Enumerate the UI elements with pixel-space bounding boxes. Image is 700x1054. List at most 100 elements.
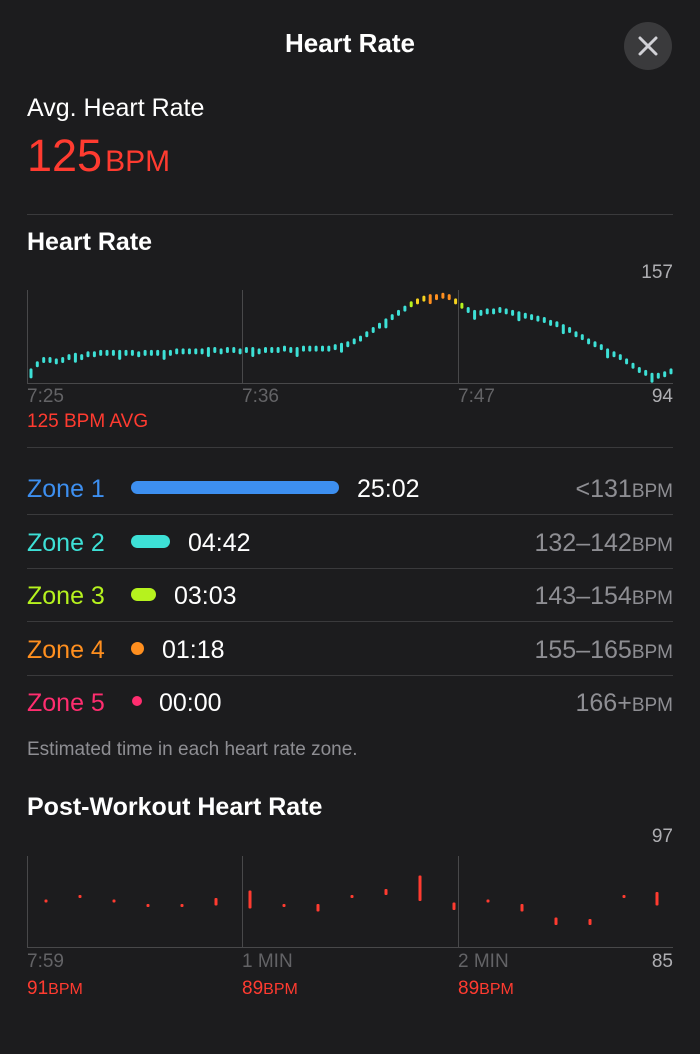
- post-workout-point: [452, 902, 456, 910]
- heart-rate-point: [416, 298, 419, 305]
- heart-rate-point: [422, 295, 426, 302]
- post-value-unit: BPM: [479, 981, 514, 998]
- zone-bar: [131, 588, 156, 602]
- post-value-unit: BPM: [48, 981, 83, 998]
- zone-range-unit: BPM: [631, 695, 673, 717]
- heart-rate-point: [663, 371, 667, 378]
- heart-rate-point: [130, 349, 134, 356]
- heart-rate-point: [48, 357, 52, 363]
- heart-rate-point: [352, 338, 356, 345]
- heart-rate-point: [511, 309, 515, 316]
- heart-rate-point: [54, 358, 58, 365]
- zone-range-value: 155–165: [534, 635, 632, 664]
- heart-rate-point: [264, 347, 267, 353]
- heart-rate-point: [650, 372, 654, 383]
- heart-rate-point: [42, 357, 46, 363]
- heart-rate-point: [555, 321, 559, 328]
- heart-rate-point: [213, 347, 217, 353]
- post-chart-x-label: 2 MIN: [458, 951, 509, 972]
- post-workout-point: [214, 898, 218, 906]
- heart-rate-point: [35, 361, 39, 368]
- heart-rate-point: [637, 367, 641, 373]
- heart-rate-point: [276, 347, 280, 353]
- heart-rate-point: [618, 354, 622, 361]
- heart-rate-point: [308, 345, 312, 352]
- heart-rate-point: [270, 347, 274, 353]
- heart-rate-point: [162, 349, 166, 360]
- heart-rate-point: [523, 312, 527, 319]
- heart-rate-point: [295, 347, 299, 357]
- heart-rate-point: [441, 292, 445, 299]
- heart-rate-point: [118, 349, 122, 360]
- heart-rate-point: [479, 309, 483, 316]
- heart-rate-point: [340, 342, 343, 353]
- post-workout-point: [112, 899, 116, 903]
- heart-rate-point: [321, 345, 324, 352]
- zone-range: 132–142BPM: [534, 529, 673, 558]
- heart-rate-section-title: Heart Rate: [27, 228, 153, 256]
- zone-name: Zone 3: [27, 582, 105, 611]
- post-workout-point: [622, 895, 626, 898]
- heart-rate-point: [359, 335, 362, 342]
- heart-rate-point: [669, 368, 673, 375]
- heart-rate-point: [111, 349, 115, 356]
- zone-name: Zone 2: [27, 528, 105, 557]
- avg-heart-rate-unit: BPM: [105, 145, 171, 178]
- zone-bar: [132, 696, 142, 707]
- heart-rate-point: [73, 352, 77, 363]
- zone-row: Zone 1 25:02 <131BPM: [27, 462, 673, 515]
- heart-rate-point: [257, 348, 261, 355]
- heart-rate-point: [327, 345, 331, 352]
- post-workout-point: [316, 904, 320, 912]
- heart-rate-point: [99, 349, 103, 356]
- zone-range-unit: BPM: [631, 641, 673, 663]
- zones-note: Estimated time in each heart rate zone.: [27, 739, 358, 760]
- post-value-number: 91: [27, 978, 49, 999]
- close-button[interactable]: [624, 22, 672, 70]
- heart-rate-point: [447, 294, 451, 301]
- post-chart-x-label: 7:59: [27, 951, 64, 972]
- post-value-unit: BPM: [263, 981, 298, 998]
- zone-divider: [27, 621, 673, 623]
- post-chart-x-label: 1 MIN: [242, 951, 293, 972]
- zone-time: 04:42: [188, 528, 251, 557]
- heart-rate-point: [206, 347, 210, 357]
- heart-rate-point: [542, 317, 546, 323]
- post-value: 91BPM: [27, 978, 83, 1000]
- post-value-number: 89: [242, 978, 264, 999]
- heart-rate-point: [612, 351, 616, 358]
- post-workout-point: [554, 917, 558, 925]
- post-workout-point: [248, 890, 252, 909]
- zone-time: 00:00: [159, 689, 222, 718]
- zone-divider: [27, 674, 673, 676]
- heart-rate-point: [454, 298, 458, 305]
- heart-rate-point: [549, 319, 553, 326]
- post-workout-point: [146, 904, 150, 907]
- heart-rate-point: [561, 324, 565, 335]
- heart-rate-chart: [27, 290, 673, 384]
- zone-bar: [131, 641, 144, 655]
- heart-rate-point: [498, 307, 502, 313]
- post-value-number: 89: [458, 978, 480, 999]
- heart-rate-point: [599, 344, 603, 351]
- heart-rate-point: [460, 302, 464, 309]
- heart-rate-point: [492, 308, 496, 315]
- zone-range-value: 143–154: [534, 582, 632, 611]
- zone-range: 166+BPM: [576, 689, 674, 718]
- heart-rate-point: [517, 311, 521, 322]
- post-workout-point: [282, 904, 286, 907]
- heart-rate-point: [574, 331, 578, 338]
- zone-name: Zone 5: [27, 689, 105, 718]
- heart-rate-point: [86, 351, 90, 358]
- heart-rate-point: [302, 345, 305, 352]
- divider: [27, 214, 673, 215]
- heart-rate-point: [225, 347, 229, 353]
- post-workout-chart: [27, 856, 673, 948]
- heart-rate-point: [194, 348, 198, 355]
- divider: [27, 447, 673, 448]
- zone-range-value: 166+: [575, 689, 632, 718]
- heart-rate-point: [137, 351, 141, 358]
- zone-row: Zone 3 03:03 143–154BPM: [27, 569, 673, 623]
- heart-rate-point: [568, 327, 572, 333]
- heart-rate-point: [219, 348, 223, 355]
